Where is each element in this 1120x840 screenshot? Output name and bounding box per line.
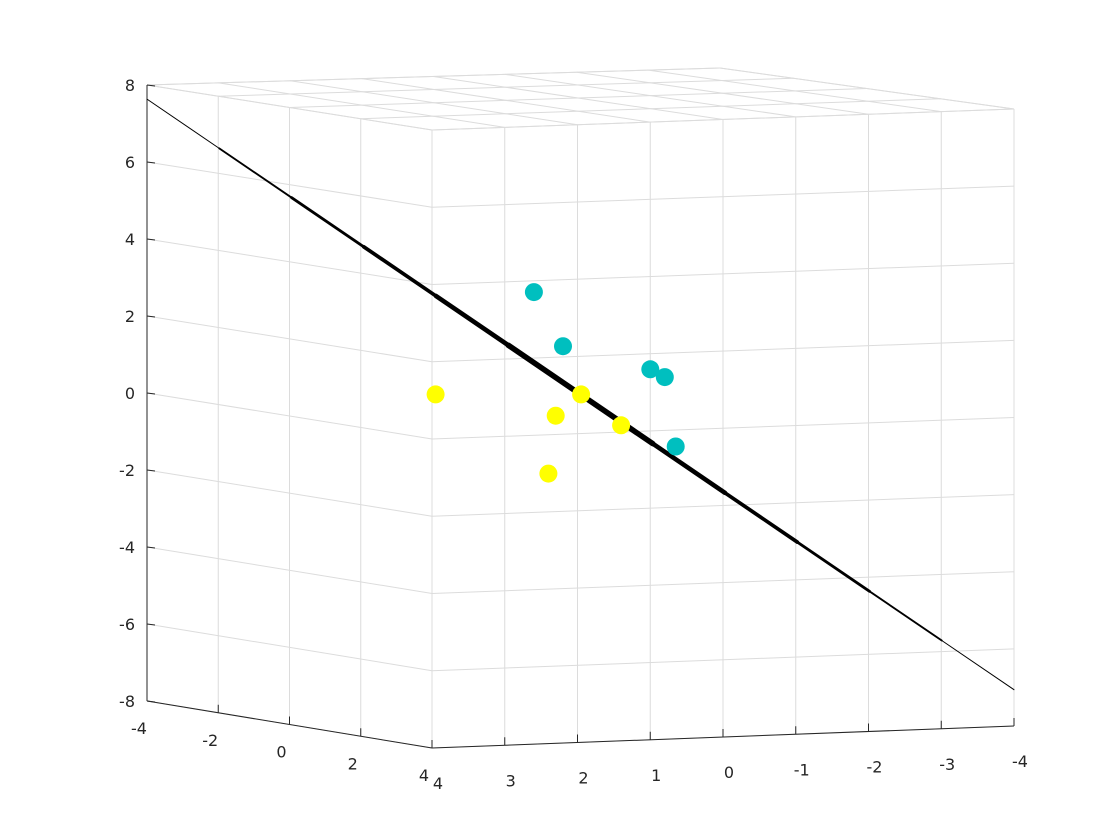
grid-line xyxy=(361,78,651,123)
z-tick-label: 6 xyxy=(125,153,135,172)
data-point xyxy=(572,385,591,404)
fit-line-segment xyxy=(650,441,728,496)
y-tick-label: -2 xyxy=(867,758,883,777)
y-tick-label: 2 xyxy=(578,769,588,788)
grid-line xyxy=(290,80,578,126)
x-tick-label: -4 xyxy=(131,719,147,738)
data-point xyxy=(655,368,674,387)
z-tick-label: 4 xyxy=(125,230,135,249)
z-tick-label: -8 xyxy=(119,692,135,711)
x-tick-label: 0 xyxy=(276,743,286,762)
data-point xyxy=(554,337,572,356)
fit-line-segment xyxy=(361,244,438,298)
z-tick xyxy=(146,315,156,318)
data-point xyxy=(524,283,543,302)
fit-line-segment xyxy=(868,590,943,642)
data-points xyxy=(426,283,685,483)
grid-line xyxy=(218,82,505,128)
data-point xyxy=(546,406,565,425)
z-tick-label: -4 xyxy=(119,538,135,557)
grid-line xyxy=(146,84,433,131)
z-tick-label: -2 xyxy=(119,461,135,480)
fit-line-segment xyxy=(433,293,511,348)
grid-line xyxy=(648,69,942,113)
grid-line xyxy=(146,67,721,86)
fit-line-segment xyxy=(290,196,366,249)
grid-line xyxy=(719,67,1015,110)
z-tick xyxy=(146,546,156,549)
z-tick-label: 8 xyxy=(125,76,135,95)
axes xyxy=(146,84,1015,749)
z-tick xyxy=(146,238,156,241)
y-tick-label: -4 xyxy=(1012,752,1028,771)
y-tick-label: -3 xyxy=(939,755,955,774)
y-tick-label: 3 xyxy=(506,771,516,790)
x-tick-label: 4 xyxy=(419,766,429,785)
z-tick xyxy=(146,84,156,87)
fit-line-segment xyxy=(218,147,293,199)
y-tick-label: -1 xyxy=(794,760,810,779)
data-point xyxy=(539,464,558,483)
y-tick-label: 0 xyxy=(724,763,734,782)
fit-line-segment xyxy=(723,491,800,544)
fit-line-segment xyxy=(941,640,1015,691)
y-tick-label: 4 xyxy=(433,774,443,793)
z-tick-label: 2 xyxy=(125,307,135,326)
z-tick xyxy=(146,700,156,703)
grid-lines xyxy=(146,67,1015,749)
grid-line xyxy=(505,73,796,118)
x-tick-label: -2 xyxy=(202,731,218,750)
grid-line xyxy=(576,71,869,115)
y-tick-label: 1 xyxy=(651,766,661,785)
z-tick xyxy=(146,623,156,626)
fit-line xyxy=(146,98,1015,691)
z-tick xyxy=(146,469,156,472)
data-point xyxy=(641,360,660,379)
data-point xyxy=(612,416,631,435)
fit-line-segment xyxy=(505,342,584,398)
x-tick-label: 2 xyxy=(348,754,358,773)
grid-line xyxy=(433,76,724,120)
fit-line-segment xyxy=(795,540,871,593)
z-tick xyxy=(146,392,156,395)
data-point xyxy=(426,385,445,404)
z-tick-label: -6 xyxy=(119,615,135,634)
fit-line-segment xyxy=(146,98,220,149)
data-point xyxy=(666,437,685,456)
z-tick-label: 0 xyxy=(125,384,135,403)
z-tick xyxy=(146,161,156,164)
